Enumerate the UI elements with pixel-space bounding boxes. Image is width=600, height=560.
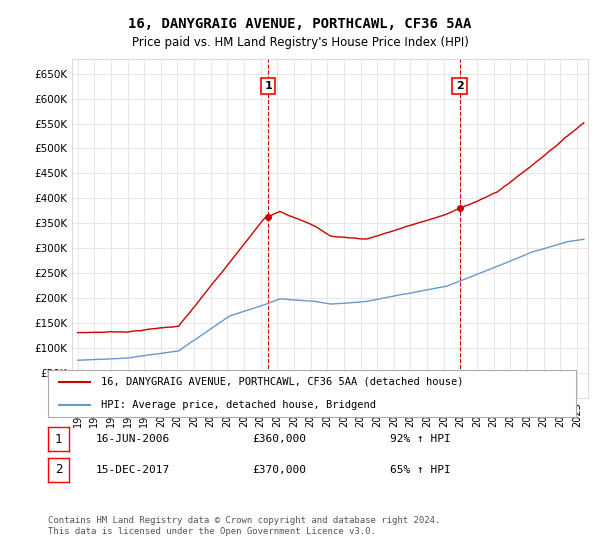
Text: 16, DANYGRAIG AVENUE, PORTHCAWL, CF36 5AA: 16, DANYGRAIG AVENUE, PORTHCAWL, CF36 5A… [128,17,472,31]
Text: Price paid vs. HM Land Registry's House Price Index (HPI): Price paid vs. HM Land Registry's House … [131,36,469,49]
Text: 65% ↑ HPI: 65% ↑ HPI [390,465,451,475]
Text: 92% ↑ HPI: 92% ↑ HPI [390,434,451,444]
Text: Contains HM Land Registry data © Crown copyright and database right 2024.: Contains HM Land Registry data © Crown c… [48,516,440,525]
Text: 16, DANYGRAIG AVENUE, PORTHCAWL, CF36 5AA (detached house): 16, DANYGRAIG AVENUE, PORTHCAWL, CF36 5A… [101,376,463,386]
Text: 2: 2 [456,81,464,91]
Text: 1: 1 [265,81,272,91]
Text: £370,000: £370,000 [252,465,306,475]
Text: This data is licensed under the Open Government Licence v3.0.: This data is licensed under the Open Gov… [48,528,376,536]
Text: HPI: Average price, detached house, Bridgend: HPI: Average price, detached house, Brid… [101,400,376,410]
Text: 1: 1 [55,432,62,446]
Text: 15-DEC-2017: 15-DEC-2017 [96,465,170,475]
Text: 2: 2 [55,463,62,477]
Text: £360,000: £360,000 [252,434,306,444]
Text: 16-JUN-2006: 16-JUN-2006 [96,434,170,444]
